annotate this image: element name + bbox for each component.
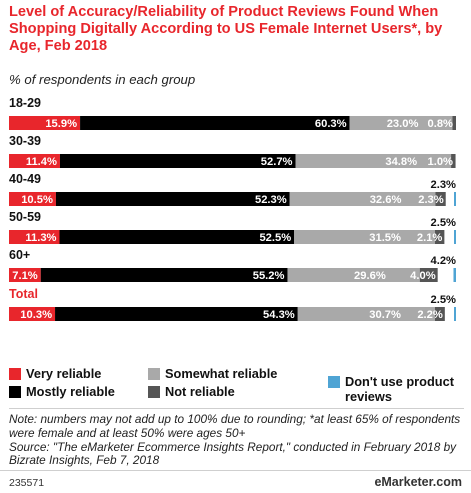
value-label-30-39-not-reliable: 1.0% [428, 156, 454, 168]
bar-18-29-somewhat-reliable [349, 116, 453, 130]
value-label-total-mostly-reliable: 54.3% [263, 309, 295, 321]
value-label-60-mostly-reliable: 55.2% [253, 270, 285, 282]
value-label-18-29-very-reliable: 15.9% [45, 118, 77, 130]
source-text: Source: "The eMarketer Ecommerce Insight… [9, 439, 457, 468]
value-label-40-49-don-t-use-product-reviews: 2.3% [431, 179, 457, 191]
value-label-40-49-mostly-reliable: 52.3% [255, 194, 287, 206]
chart-subtitle: % of respondents in each group [9, 72, 196, 87]
value-label-50-59-mostly-reliable: 52.5% [259, 232, 291, 244]
bar-50-59-mostly-reliable [59, 230, 295, 244]
note-text: Note: numbers may not add up to 100% due… [9, 412, 461, 440]
bar-60-don-t-use-product-reviews [453, 268, 456, 282]
value-label-30-39-very-reliable: 11.4% [26, 156, 57, 168]
bar-total-very-reliable [9, 307, 56, 321]
bar-60-mostly-reliable [40, 268, 288, 282]
value-label-40-49-very-reliable: 10.5% [21, 194, 53, 206]
value-label-50-59-don-t-use-product-reviews: 2.5% [431, 217, 457, 229]
bar-50-59-don-t-use-product-reviews [454, 230, 456, 244]
legend-label: Don't use product reviews [345, 374, 454, 404]
bar-30-39-not-reliable [451, 154, 456, 168]
value-label-60-somewhat-reliable: 29.6% [354, 270, 386, 282]
stacked-bar-chart: 18-29 15.9% 60.3% 23.0% 0.8% 30-39 11.4% 52.7% 3… [9, 96, 457, 321]
value-label-40-49-not-reliable: 2.3% [418, 194, 444, 206]
value-label-60-very-reliable: 7.1% [12, 270, 38, 282]
bar-60-somewhat-reliable [287, 268, 420, 282]
value-label-60-don-t-use-product-reviews: 4.2% [431, 255, 457, 267]
category-label-30-39: 30-39 [9, 134, 41, 148]
category-label-50-59: 50-59 [9, 210, 41, 224]
value-label-18-29-mostly-reliable: 60.3% [315, 118, 347, 130]
category-label-40-49: 40-49 [9, 172, 41, 186]
value-label-60-not-reliable: 4.0% [410, 270, 436, 282]
bar-60-not-reliable [419, 268, 438, 282]
bar-40-49-very-reliable [9, 192, 56, 206]
legend-label: Mostly reliable [26, 384, 115, 399]
legend-swatch-mostly-reliable [9, 386, 21, 398]
value-label-total-very-reliable: 10.3% [20, 309, 52, 321]
value-label-40-49-somewhat-reliable: 32.6% [370, 194, 402, 206]
legend-swatch-somewhat-reliable [148, 368, 160, 380]
legend-swatch-very-reliable [9, 368, 21, 380]
legend-label: Somewhat reliable [165, 366, 278, 381]
value-label-30-39-mostly-reliable: 52.7% [261, 156, 293, 168]
value-label-50-59-somewhat-reliable: 31.5% [369, 232, 401, 244]
brand-logo: eMarketer.com [374, 475, 462, 489]
legend-label: Very reliable [26, 366, 102, 381]
bar-50-59-very-reliable [9, 230, 60, 244]
bar-total-not-reliable [434, 307, 445, 321]
bar-30-39-very-reliable [9, 154, 60, 168]
bar-60-very-reliable [9, 268, 41, 282]
bar-total-somewhat-reliable [297, 307, 435, 321]
value-label-50-59-very-reliable: 11.3% [25, 232, 56, 244]
bar-50-59-somewhat-reliable [294, 230, 435, 244]
chart-id: 235571 [9, 477, 45, 489]
bar-18-29-mostly-reliable [80, 116, 350, 130]
value-label-30-39-somewhat-reliable: 34.8% [385, 156, 417, 168]
bar-40-49-not-reliable [435, 192, 446, 206]
value-label-18-29-somewhat-reliable: 23.0% [387, 118, 419, 130]
category-label-total: Total [9, 287, 38, 301]
chart-title: Level of Accuracy/Reliability of Product… [9, 4, 443, 54]
bar-40-49-mostly-reliable [55, 192, 290, 206]
bar-50-59-not-reliable [434, 230, 445, 244]
bar-total-don-t-use-product-reviews [454, 307, 456, 321]
bar-18-29-very-reliable [9, 116, 81, 130]
bar-40-49-somewhat-reliable [289, 192, 436, 206]
footer: 235571 eMarketer.com [0, 470, 471, 493]
legend: Very reliable Somewhat reliable Don't us… [0, 362, 471, 404]
bar-total-mostly-reliable [55, 307, 298, 321]
bar-40-49-don-t-use-product-reviews [454, 192, 456, 206]
value-label-total-not-reliable: 2.2% [417, 309, 443, 321]
legend-label: Not reliable [165, 384, 235, 399]
bar-30-39-somewhat-reliable [295, 154, 452, 168]
value-label-total-don-t-use-product-reviews: 2.5% [431, 294, 457, 306]
category-label-18-29: 18-29 [9, 96, 41, 110]
legend-swatch-dont-use [328, 376, 340, 388]
value-label-50-59-not-reliable: 2.1% [417, 232, 443, 244]
bar-30-39-mostly-reliable [59, 154, 296, 168]
value-label-18-29-not-reliable: 0.8% [428, 118, 454, 130]
category-label-60: 60+ [9, 248, 30, 262]
value-label-total-somewhat-reliable: 30.7% [369, 309, 401, 321]
chart-notes: Note: numbers may not add up to 100% due… [9, 408, 464, 468]
legend-swatch-not-reliable [148, 386, 160, 398]
bar-18-29-not-reliable [452, 116, 456, 130]
